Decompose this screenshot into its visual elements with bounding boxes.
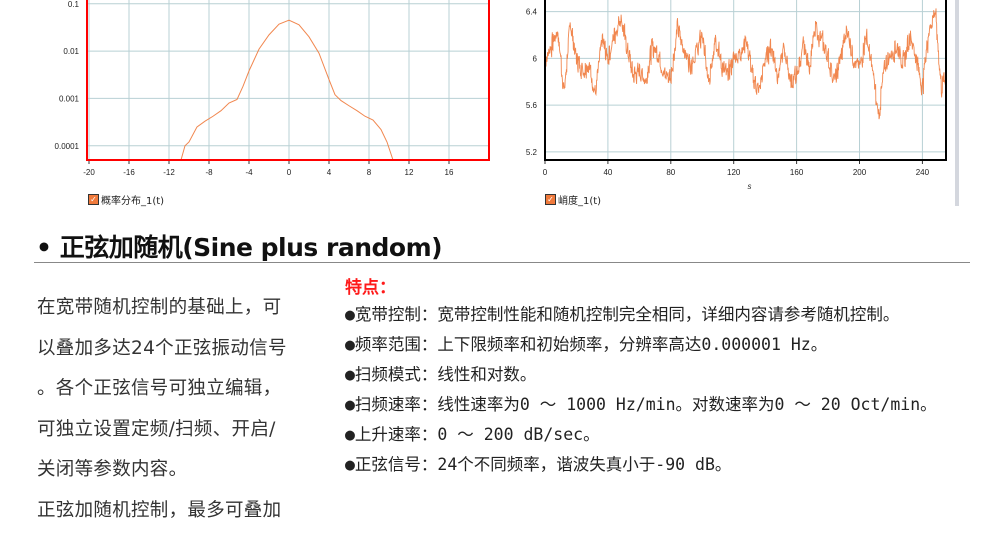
x-tick-label: 240 bbox=[916, 168, 930, 177]
x-tick-label: 16 bbox=[445, 168, 454, 177]
feature-item: ●正弦信号：24个不同频率，谐波失真小于-90 dB。 bbox=[345, 455, 732, 474]
heading-divider bbox=[34, 262, 970, 263]
x-tick-label: 120 bbox=[727, 168, 741, 177]
x-tick-label: 4 bbox=[327, 168, 332, 177]
y-tick-label: 6.4 bbox=[526, 8, 538, 17]
x-axis-label: s bbox=[748, 182, 752, 191]
intro-line: 关闭等参数内容。 bbox=[37, 459, 188, 480]
y-tick-label: 5.6 bbox=[526, 101, 538, 110]
feature-item: ●宽带控制：宽带控制性能和随机控制完全相同，详细内容请参考随机控制。 bbox=[345, 305, 900, 324]
x-tick-label: 40 bbox=[603, 168, 612, 177]
plot-frame bbox=[544, 0, 947, 161]
intro-line: 在宽带随机控制的基础上，可 bbox=[37, 297, 282, 318]
checkbox-checked-icon[interactable]: ✓ bbox=[88, 194, 99, 205]
legend[interactable]: ✓ 峭度_1(t) bbox=[545, 192, 601, 207]
feature-item: ●频率范围：上下限频率和初始频率，分辨率高达0.000001 Hz。 bbox=[345, 335, 828, 354]
x-tick-label: 80 bbox=[666, 168, 675, 177]
feature-item: ●上升速率：0 ～ 200 dB/sec。 bbox=[345, 425, 600, 444]
data-series-line bbox=[180, 19, 394, 161]
y-tick-label: 0.01 bbox=[63, 47, 79, 56]
y-tick-label: 5.2 bbox=[526, 148, 538, 157]
data-series-line bbox=[544, 8, 947, 120]
x-tick-label: -12 bbox=[163, 168, 175, 177]
plot-frame bbox=[86, 0, 490, 161]
intro-line: 。各个正弦信号可独立编辑， bbox=[37, 378, 282, 399]
intro-paragraph: 在宽带随机控制的基础上，可 以叠加多达24个正弦振动信号 。各个正弦信号可独立编… bbox=[37, 288, 329, 531]
feature-item: ●扫频模式：线性和对数。 bbox=[345, 365, 537, 384]
features-title: 特点： bbox=[345, 278, 396, 298]
x-tick-label: 160 bbox=[790, 168, 804, 177]
y-tick-label: 0.1 bbox=[68, 0, 80, 9]
probability-distribution-chart: -20 -16 -12 -8 -4 0 4 8 12 16 0.1 0.01 0.001 0.0001 ✓… bbox=[0, 0, 500, 210]
x-tick-label: 12 bbox=[405, 168, 414, 177]
kurtosis-plot: 0 40 80 120 160 200 240 6.4 6 5.6 5.2 s bbox=[526, 0, 947, 191]
feature-item: ●扫频速率：线性速率为0 ～ 1000 Hz/min。对数速率为0 ～ 20 O… bbox=[345, 395, 937, 414]
probability-distribution-plot: -20 -16 -12 -8 -4 0 4 8 12 16 0.1 0.01 0.001 0.0001 bbox=[55, 0, 490, 177]
y-tick-label: 0.0001 bbox=[55, 142, 80, 151]
y-tick-label: 0.001 bbox=[59, 94, 80, 103]
x-tick-label: -4 bbox=[245, 168, 253, 177]
x-tick-label: 8 bbox=[367, 168, 372, 177]
heading-text: 正弦加随机(Sine plus random) bbox=[59, 233, 443, 262]
section-heading: • 正弦加随机(Sine plus random) bbox=[36, 228, 443, 264]
checkbox-checked-icon[interactable]: ✓ bbox=[545, 194, 556, 205]
x-tick-label: -16 bbox=[123, 168, 135, 177]
legend[interactable]: ✓ 概率分布_1(t) bbox=[88, 192, 164, 207]
y-tick-label: 6 bbox=[533, 54, 538, 63]
intro-line: 正弦加随机控制，最多可叠加 bbox=[37, 499, 282, 521]
legend-label: 峭度_1(t) bbox=[558, 196, 602, 207]
kurtosis-chart: 0 40 80 120 160 200 240 6.4 6 5.6 5.2 s ✓ 峭度_1(t) bbox=[0, 0, 1000, 210]
intro-line: 以叠加多达24个正弦振动信号 bbox=[37, 337, 287, 359]
legend-label: 概率分布_1(t) bbox=[101, 196, 165, 207]
heading-bullet: • bbox=[36, 233, 52, 262]
intro-line: 可独立设置定频/扫频、开启/ bbox=[37, 418, 276, 440]
vertical-scrollbar[interactable] bbox=[955, 0, 959, 206]
x-tick-label: -20 bbox=[83, 168, 95, 177]
features-list: 特点： ●宽带控制：宽带控制性能和随机控制完全相同，详细内容请参考随机控制。 ●… bbox=[345, 276, 975, 480]
x-tick-label: 0 bbox=[543, 168, 548, 177]
x-tick-label: 0 bbox=[287, 168, 292, 177]
x-tick-label: 200 bbox=[853, 168, 867, 177]
x-tick-label: -8 bbox=[205, 168, 213, 177]
